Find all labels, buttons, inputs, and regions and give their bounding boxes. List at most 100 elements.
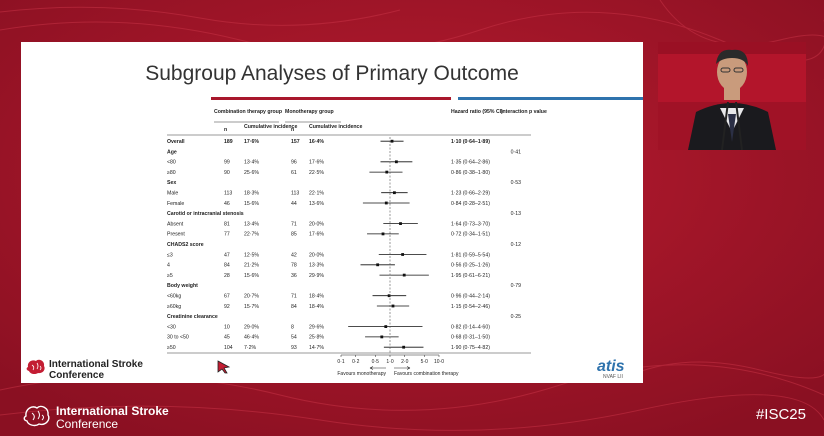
favours-left-arrow <box>369 366 386 370</box>
row-label: Sex <box>167 180 176 186</box>
x-tick-label: 5·0 <box>421 359 428 365</box>
mono-ci-value: 18·4% <box>309 294 324 300</box>
combo-n-value: 28 <box>224 273 230 279</box>
p-value: 0·41 <box>511 149 521 155</box>
x-tick-label: 0·1 <box>337 359 344 365</box>
combo-n-value: 189 <box>224 139 233 145</box>
hr-point <box>402 345 406 349</box>
hr-point <box>390 139 394 143</box>
favours-monotherapy-label: Favours monotherapy <box>337 371 386 377</box>
mono-ci-value: 25·8% <box>309 335 324 341</box>
brain-logo-icon <box>26 359 45 375</box>
hr-point <box>387 294 391 298</box>
hr-point <box>399 222 402 225</box>
row-label: Present <box>167 232 185 238</box>
combo-ci-header: Cumulative incidence <box>244 124 297 130</box>
hr-value: 0·86 (0·38–1·80) <box>451 170 490 176</box>
mono-n-value: 71 <box>291 221 297 227</box>
title-underline-blue <box>458 97 643 100</box>
p-value: 0·13 <box>511 211 521 217</box>
hr-value: 0·82 (0·14–4·60) <box>451 324 490 330</box>
mono-ci-header: Cumulative incidence <box>309 124 362 130</box>
mono-n-value: 85 <box>291 232 297 238</box>
hr-value: 1·95 (0·61–6·21) <box>451 273 490 279</box>
hr-header: Hazard ratio (95% CI) <box>451 109 503 115</box>
mono-n-value: 8 <box>291 324 294 330</box>
row-label: ≥50 <box>167 345 176 351</box>
mono-n-value: 113 <box>291 191 299 197</box>
title-underline-red <box>211 97 451 100</box>
hr-point <box>391 304 395 308</box>
combo-ci-value: 17·6% <box>244 139 259 145</box>
x-tick-label: 2·0 <box>401 359 408 365</box>
hr-point <box>401 253 405 256</box>
row-label: ≥5 <box>167 273 173 279</box>
x-tick-label: 1·0 <box>386 359 393 365</box>
hr-point <box>394 160 398 164</box>
combo-n-value: 81 <box>224 221 230 227</box>
combo-ci-value: 46·4% <box>244 335 259 341</box>
slide-title: Subgroup Analyses of Primary Outcome <box>145 62 519 85</box>
row-label: Carotid or intracranial stenosis <box>167 211 244 217</box>
combo-n-value: 113 <box>224 191 232 197</box>
combo-n-value: 84 <box>224 263 230 269</box>
row-label: CHADS2 score <box>167 242 204 248</box>
combo-n-value: 92 <box>224 304 230 310</box>
mouse-cursor-icon <box>217 360 231 374</box>
combo-n-value: 45 <box>224 335 230 341</box>
hr-point <box>381 232 385 236</box>
row-label: Absent <box>167 221 184 227</box>
combo-n-value: 77 <box>224 232 230 238</box>
hr-value: 1·23 (0·66–2·29) <box>451 191 490 197</box>
hr-value: 1·64 (0·73–3·70) <box>451 221 490 227</box>
mono-n-value: 54 <box>291 335 297 341</box>
combo-ci-value: 25·6% <box>244 170 259 176</box>
p-value: 0·53 <box>511 180 521 186</box>
row-label: ≥60kg <box>167 304 181 310</box>
row-label: 30 to <50 <box>167 335 189 341</box>
mono-n-value: 78 <box>291 263 297 269</box>
combo-n-value: 46 <box>224 201 230 207</box>
row-label: Overall <box>167 139 185 145</box>
mono-ci-value: 17·6% <box>309 232 324 238</box>
mono-n-value: 84 <box>291 304 297 310</box>
footer-brain-icon <box>23 405 50 427</box>
hr-point <box>393 191 396 195</box>
mono-n-value: 93 <box>291 345 297 351</box>
combo-group-header: Combination therapy group <box>214 109 282 115</box>
hr-value: 0·56 (0·25–1·26) <box>451 263 490 269</box>
hr-value: 0·68 (0·31–1·50) <box>451 335 490 341</box>
mono-ci-value: 22·5% <box>309 170 324 176</box>
combo-ci-value: 20·7% <box>244 294 259 300</box>
row-label: <60kg <box>167 294 181 300</box>
p-value: 0·79 <box>511 283 521 289</box>
row-label: <30 <box>167 324 176 330</box>
hr-point <box>384 201 388 205</box>
hr-value: 1·90 (0·75–4·82) <box>451 345 490 351</box>
combo-ci-value: 15·7% <box>244 304 259 310</box>
mono-ci-value: 20·0% <box>309 221 324 227</box>
hr-point <box>380 335 384 339</box>
x-tick-label: 0·2 <box>352 359 359 365</box>
combo-n-value: 104 <box>224 345 233 351</box>
combo-n-header: n <box>224 127 227 133</box>
hr-point <box>376 263 380 267</box>
combo-ci-value: 18·3% <box>244 191 259 197</box>
combo-ci-value: 15·6% <box>244 201 259 207</box>
combo-n-value: 67 <box>224 294 230 300</box>
row-label: ≤3 <box>167 252 173 258</box>
hr-value: 0·72 (0·34–1·51) <box>451 232 490 238</box>
mono-ci-value: 22·1% <box>309 191 324 197</box>
mono-ci-value: 13·3% <box>309 263 324 269</box>
combo-ci-value: 12·5% <box>244 252 259 258</box>
combo-ci-value: 22·7% <box>244 232 259 238</box>
p-value: 0·25 <box>511 314 521 320</box>
combo-ci-value: 15·6% <box>244 273 259 279</box>
mono-group-header: Monotherapy group <box>285 109 334 115</box>
row-label: Male <box>167 191 178 197</box>
mono-ci-value: 29·9% <box>309 273 324 279</box>
x-tick-label: 0·5 <box>372 359 379 365</box>
mono-n-value: 44 <box>291 201 297 207</box>
mono-n-value: 42 <box>291 252 297 258</box>
combo-n-value: 10 <box>224 324 230 330</box>
